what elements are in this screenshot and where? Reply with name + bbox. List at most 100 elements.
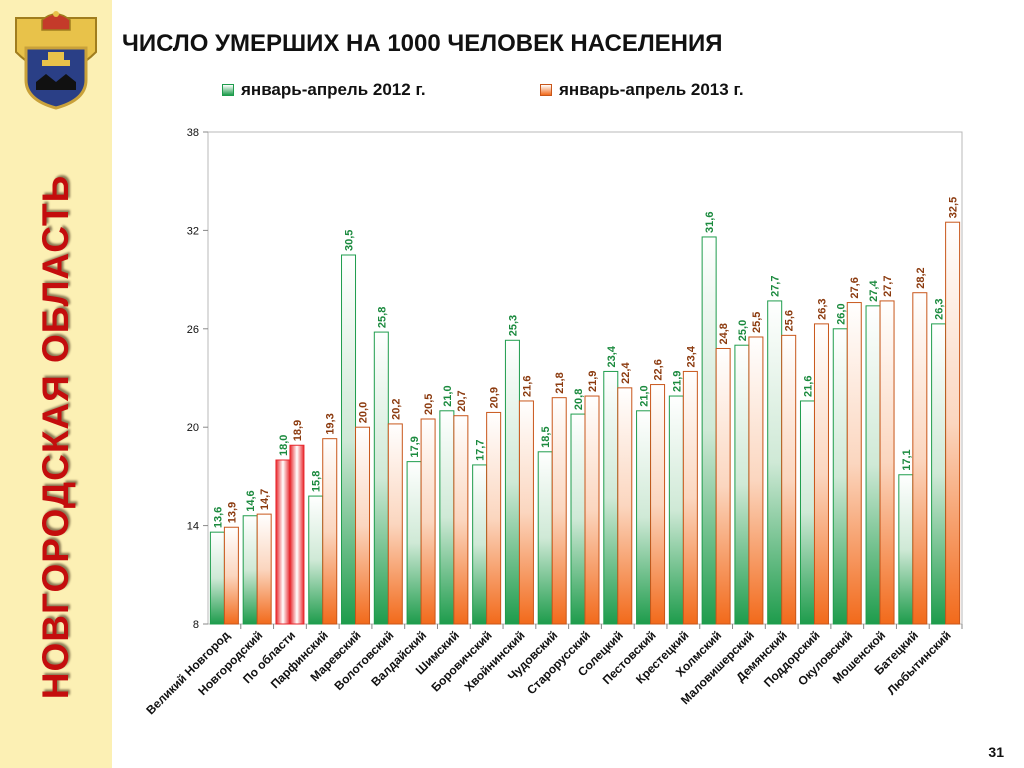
data-label: 21,0 bbox=[639, 385, 651, 406]
bar-2012 bbox=[636, 410, 652, 625]
bar-2013 bbox=[617, 387, 633, 625]
legend-swatch-green bbox=[222, 84, 234, 96]
data-label: 25,3 bbox=[507, 315, 519, 336]
page-title: ЧИСЛО УМЕРШИХ НА 1000 ЧЕЛОВЕК НАСЕЛЕНИЯ bbox=[122, 30, 723, 57]
bar-2013 bbox=[584, 395, 600, 625]
legend-label-2012: январь-апрель 2012 г. bbox=[241, 80, 426, 99]
data-label: 20,0 bbox=[358, 402, 370, 423]
bar-2013 bbox=[387, 423, 403, 625]
data-label: 19,3 bbox=[325, 413, 337, 434]
bar-2012 bbox=[406, 461, 422, 625]
bar-2013 bbox=[846, 302, 862, 625]
data-label: 27,6 bbox=[849, 277, 861, 298]
sidebar: НОВГОРОДСКАЯ ОБЛАСТЬ bbox=[0, 0, 112, 768]
bar-2013 bbox=[650, 384, 666, 625]
data-label: 18,5 bbox=[540, 426, 552, 447]
data-label: 25,8 bbox=[376, 307, 388, 328]
coat-of-arms-emblem bbox=[15, 11, 97, 110]
bar-2013 bbox=[289, 444, 305, 625]
data-label: 25,6 bbox=[784, 310, 796, 331]
bar-2012 bbox=[275, 459, 291, 625]
bar-2013 bbox=[912, 292, 928, 625]
legend-label-2013: январь-апрель 2013 г. bbox=[559, 80, 744, 99]
data-label: 26,0 bbox=[835, 303, 847, 324]
data-label: 21,9 bbox=[587, 371, 599, 392]
data-label: 22,6 bbox=[653, 359, 665, 380]
data-label: 14,7 bbox=[259, 489, 271, 510]
bar-2012 bbox=[734, 344, 750, 625]
bar-2012 bbox=[865, 305, 881, 625]
data-label: 27,7 bbox=[770, 275, 782, 296]
y-tick-label: 32 bbox=[187, 225, 199, 237]
data-label: 18,9 bbox=[292, 420, 304, 441]
bar-2012 bbox=[701, 236, 717, 625]
data-label: 18,0 bbox=[278, 435, 290, 456]
data-label: 20,7 bbox=[456, 390, 468, 411]
chart-legend: январь-апрель 2012 г. январь-апрель 2013… bbox=[0, 80, 1024, 100]
data-label: 32,5 bbox=[948, 197, 960, 218]
data-label: 25,5 bbox=[751, 312, 763, 333]
bar-2013 bbox=[748, 336, 764, 625]
data-label: 17,9 bbox=[409, 436, 421, 457]
data-label: 27,7 bbox=[882, 275, 894, 296]
data-label: 20,8 bbox=[573, 389, 585, 410]
data-label: 24,8 bbox=[718, 323, 730, 344]
data-label: 21,6 bbox=[521, 376, 533, 397]
bar-2013 bbox=[879, 300, 895, 625]
bar-2012 bbox=[472, 464, 488, 625]
data-label: 21,0 bbox=[442, 385, 454, 406]
data-label: 23,4 bbox=[685, 345, 697, 367]
page-number: 31 bbox=[988, 744, 1004, 760]
y-tick-label: 26 bbox=[187, 324, 199, 336]
data-label: 17,1 bbox=[901, 449, 913, 470]
bar-2012 bbox=[832, 328, 848, 625]
bar-2012 bbox=[439, 410, 455, 625]
bar-2012 bbox=[504, 339, 520, 625]
data-label: 26,3 bbox=[816, 298, 828, 319]
y-tick-label: 8 bbox=[193, 619, 199, 631]
bar-2012 bbox=[603, 370, 619, 625]
data-label: 21,9 bbox=[671, 371, 683, 392]
bar-2013 bbox=[682, 370, 698, 625]
data-label: 13,9 bbox=[226, 502, 238, 523]
bar-2013 bbox=[355, 426, 371, 625]
data-label: 20,5 bbox=[423, 394, 435, 415]
bar-2013 bbox=[715, 347, 731, 625]
data-label: 30,5 bbox=[344, 230, 356, 251]
y-tick-label: 38 bbox=[187, 127, 199, 139]
bar-2013 bbox=[223, 526, 239, 625]
bar-2013 bbox=[322, 438, 338, 625]
data-label: 26,3 bbox=[934, 298, 946, 319]
bar-2013 bbox=[781, 334, 797, 625]
bar-2013 bbox=[945, 221, 961, 625]
bar-2012 bbox=[668, 395, 684, 625]
bar-2012 bbox=[209, 531, 225, 625]
data-label: 31,6 bbox=[704, 212, 716, 233]
data-label: 20,2 bbox=[390, 398, 402, 419]
bar-2013 bbox=[813, 323, 829, 625]
data-label: 23,4 bbox=[606, 345, 618, 367]
bar-2013 bbox=[256, 513, 272, 625]
data-label: 21,8 bbox=[554, 372, 566, 393]
data-label: 21,6 bbox=[802, 376, 814, 397]
legend-swatch-orange bbox=[540, 84, 552, 96]
data-label: 25,0 bbox=[737, 320, 749, 341]
y-tick-label: 14 bbox=[187, 521, 199, 533]
bar-2012 bbox=[537, 451, 553, 625]
legend-item-2013: январь-апрель 2013 г. bbox=[540, 80, 744, 100]
y-tick-label: 20 bbox=[187, 422, 199, 434]
data-label: 17,7 bbox=[475, 439, 487, 460]
bar-2013 bbox=[486, 411, 502, 625]
bar-2012 bbox=[373, 331, 389, 625]
bar-2012 bbox=[570, 413, 586, 625]
bar-2012 bbox=[799, 400, 815, 625]
bar-2012 bbox=[308, 495, 324, 625]
data-label: 15,8 bbox=[311, 471, 323, 492]
bar-2012 bbox=[931, 323, 947, 625]
bar-2013 bbox=[453, 415, 469, 625]
bar-2012 bbox=[242, 515, 258, 625]
data-label: 22,4 bbox=[620, 362, 632, 384]
data-label: 14,6 bbox=[245, 490, 257, 511]
data-label: 27,4 bbox=[868, 280, 880, 302]
